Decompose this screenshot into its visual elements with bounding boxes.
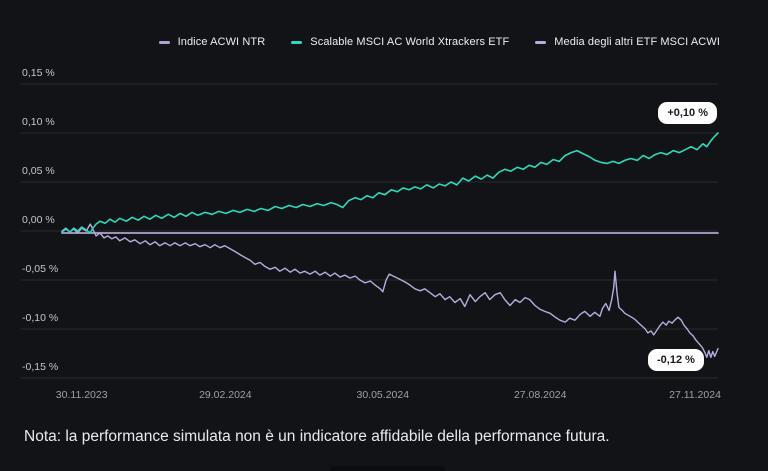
x-axis-label: 27.08.2024 [513, 389, 567, 401]
legend-swatch-icon [291, 40, 303, 44]
legend-swatch-icon [158, 40, 170, 44]
x-axis-label: 30.05.2024 [356, 389, 410, 401]
legend-item-label: Indice ACWI NTR [177, 36, 266, 48]
y-axis-label: -0,15 % [22, 361, 59, 373]
y-axis-label: 0,00 % [22, 214, 55, 226]
y-axis-label: -0,10 % [22, 312, 59, 324]
y-axis-label: 0,10 % [22, 116, 55, 128]
legend-swatch-icon [535, 40, 547, 44]
x-axis-label: 29.02.2024 [199, 389, 252, 401]
y-axis-label: 0,15 % [22, 67, 55, 79]
legend-item[interactable]: Media degli altri ETF MSCI ACWI [535, 36, 720, 48]
x-axis-label: 27.11.2024 [669, 389, 721, 401]
x-axis-label: 30.11.2023 [55, 389, 108, 401]
disclaimer-note: Nota: la performance simulata non è un i… [24, 428, 610, 445]
legend-item[interactable]: Indice ACWI NTR [158, 36, 266, 48]
end-value-badge-positive: +0,10 % [658, 102, 717, 124]
bottom-edge-element [330, 466, 445, 471]
chart-legend: Indice ACWI NTR Scalable MSCI AC World Xt… [0, 36, 720, 48]
legend-item-label: Media degli altri ETF MSCI ACWI [554, 36, 720, 48]
series-line [61, 132, 719, 234]
y-axis-label: -0,05 % [22, 263, 59, 275]
y-axis-label: 0,05 % [22, 165, 55, 177]
legend-item-label: Scalable MSCI AC World Xtrackers ETF [310, 36, 510, 48]
end-value-badge-negative: -0,12 % [648, 349, 704, 371]
series-line [61, 223, 719, 359]
legend-item[interactable]: Scalable MSCI AC World Xtrackers ETF [291, 36, 509, 48]
